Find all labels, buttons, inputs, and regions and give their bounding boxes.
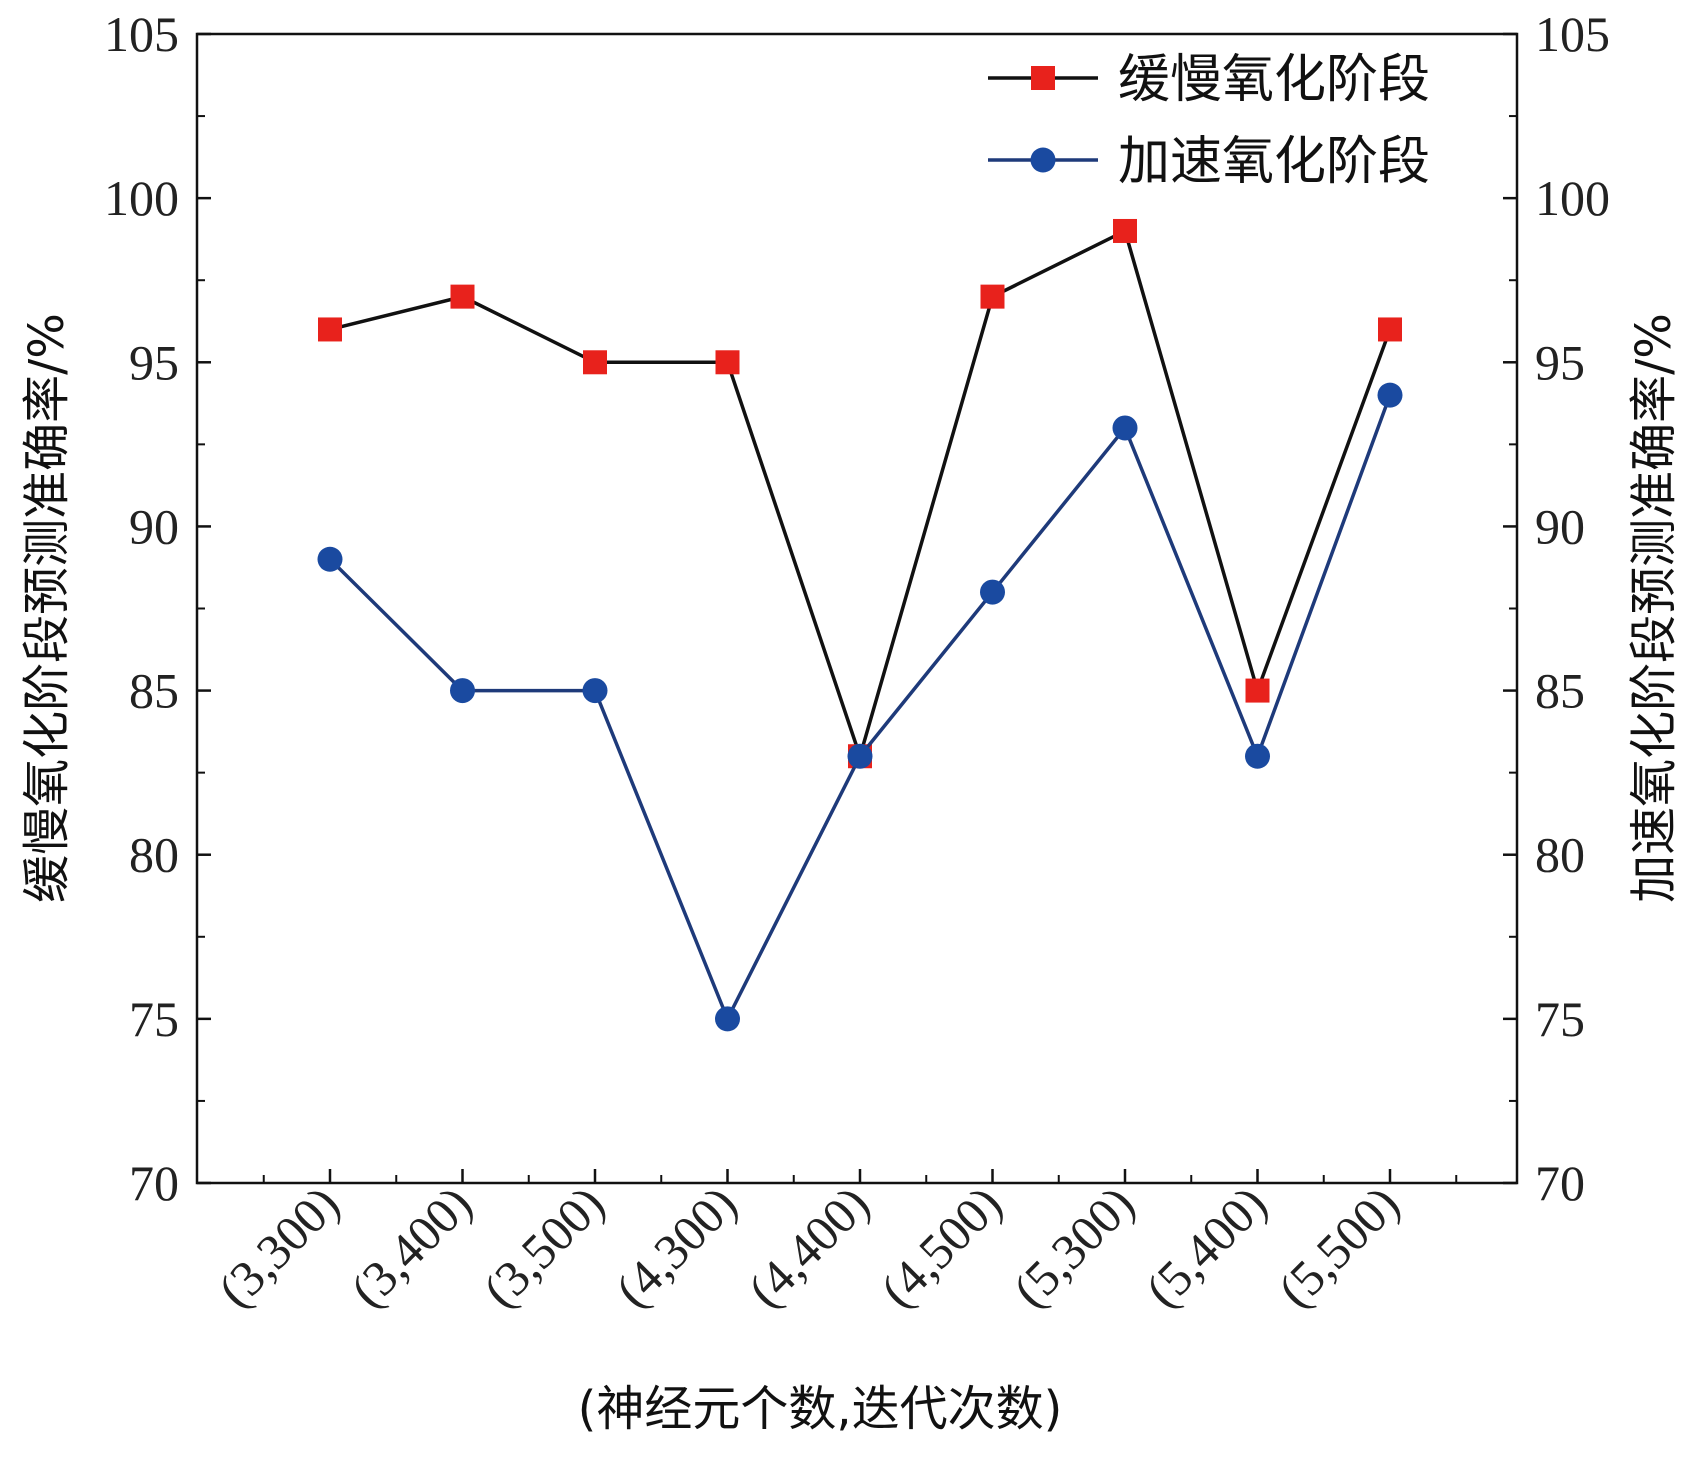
data-point-1	[1245, 678, 1270, 703]
x-tick-label: (3,500)	[472, 1175, 615, 1318]
x-axis-title: (神经元个数,迭代次数)	[578, 1381, 1063, 1437]
series-line-2	[328, 394, 1392, 1024]
y-tick-label-left: 100	[104, 170, 179, 226]
data-point-2	[582, 678, 608, 704]
data-point-2	[980, 579, 1005, 605]
y-tick-label-right: 90	[1535, 498, 1585, 554]
x-tick-label: (4,500)	[870, 1175, 1013, 1318]
y-axis-title-left: 缓慢氧化阶段预测准确率/%	[19, 313, 75, 903]
series-group	[317, 218, 1403, 1032]
x-tick-label: (5,400)	[1135, 1175, 1278, 1318]
y-tick-label-right: 70	[1535, 1155, 1585, 1211]
x-tick-label: (4,300)	[605, 1175, 748, 1318]
y-tick-label-left: 70	[129, 1155, 179, 1211]
data-point-1	[450, 284, 475, 309]
data-point-1	[1113, 218, 1137, 243]
x-tick-label: (3,300)	[207, 1175, 350, 1318]
legend-label-1: 缓慢氧化阶段	[1118, 50, 1430, 110]
ticks-group: 70 70 75 75 80 80 85 85 90 90 95 95 100 100 105 105 (3,3…	[104, 6, 1610, 1318]
axes-group	[195, 32, 1519, 1185]
data-point-2	[715, 1006, 740, 1032]
y-axis-title-right: 加速氧化阶段预测准确率/%	[1626, 313, 1682, 903]
legend-label-2: 加速氧化阶段	[1118, 132, 1430, 192]
y-tick-label-left: 95	[129, 334, 179, 390]
y-tick-label-left: 75	[129, 991, 179, 1047]
data-point-2	[847, 743, 873, 769]
plot-frame	[195, 32, 1519, 1185]
y-tick-label-right: 80	[1535, 827, 1585, 883]
y-tick-label-right: 105	[1535, 6, 1610, 62]
data-point-2	[1112, 415, 1138, 441]
data-point-1	[318, 317, 342, 342]
x-tick-label: (5,300)	[1002, 1175, 1145, 1318]
data-point-1	[583, 350, 607, 375]
data-point-2	[1245, 743, 1270, 769]
legend-marker-1	[1031, 66, 1055, 90]
x-tick-label: (5,500)	[1267, 1175, 1410, 1318]
y-tick-label-left: 105	[104, 6, 179, 62]
y-tick-label-left: 80	[129, 827, 179, 883]
y-tick-label-left: 85	[129, 663, 179, 719]
data-point-2	[450, 678, 475, 704]
data-point-1	[980, 284, 1005, 309]
data-point-2	[1377, 382, 1403, 408]
y-tick-label-right: 85	[1535, 663, 1585, 719]
data-point-2	[317, 546, 343, 572]
data-point-1	[715, 350, 740, 375]
x-tick-label: (3,400)	[340, 1175, 483, 1318]
x-tick-label: (4,400)	[737, 1175, 880, 1318]
legend-marker-2	[1030, 147, 1056, 173]
data-point-1	[1378, 317, 1402, 342]
y-tick-label-left: 90	[129, 498, 179, 554]
y-tick-label-right: 95	[1535, 334, 1585, 390]
y-tick-label-right: 75	[1535, 991, 1585, 1047]
series-line-1	[329, 228, 1392, 763]
y-tick-label-right: 100	[1535, 170, 1610, 226]
